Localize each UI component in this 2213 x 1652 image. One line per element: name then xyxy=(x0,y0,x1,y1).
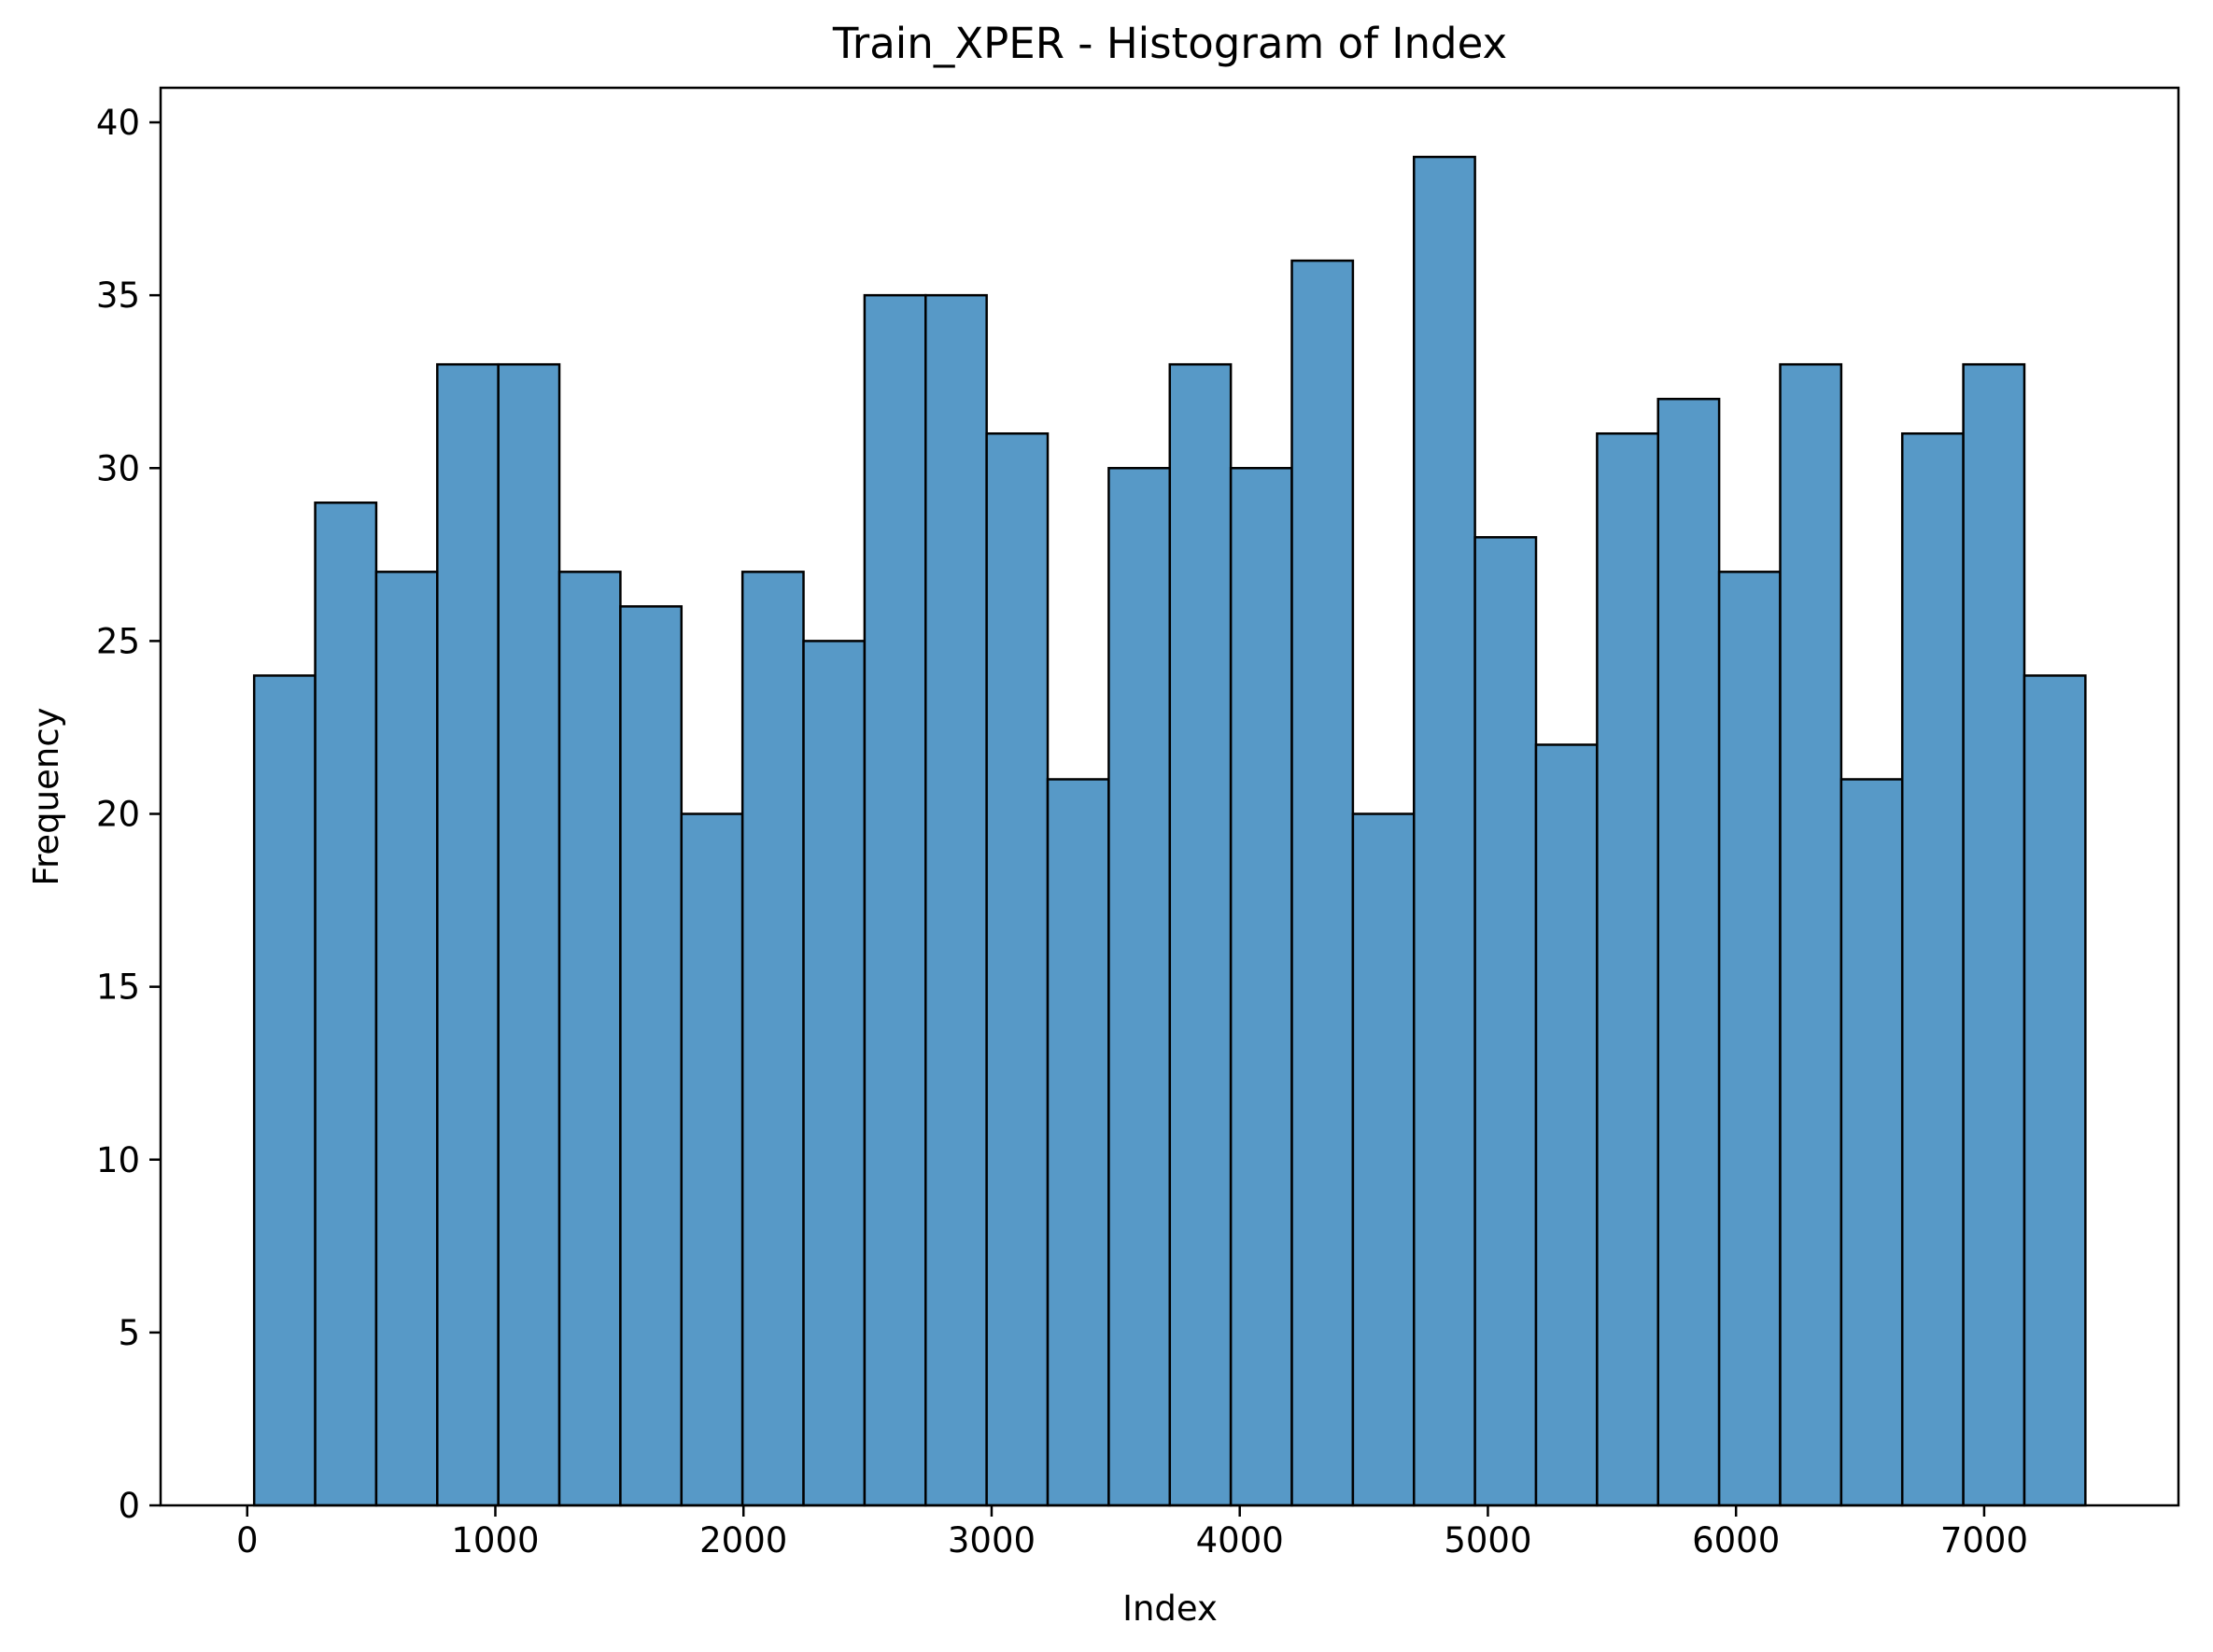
histogram-bar xyxy=(1229,467,1293,1507)
x-tick-label: 4000 xyxy=(1196,1520,1284,1560)
histogram-bar xyxy=(1107,467,1172,1507)
y-tick-label: 5 xyxy=(118,1313,140,1353)
histogram-bar xyxy=(1717,571,1782,1507)
histogram-bar xyxy=(1046,778,1110,1507)
y-axis-ticks: 0 5 10 15 20 25 30 35 40 xyxy=(96,103,161,1526)
histogram-bar xyxy=(1900,431,1965,1507)
x-tick-label: 2000 xyxy=(699,1520,787,1560)
y-tick-label: 0 xyxy=(118,1486,140,1526)
histogram-bar xyxy=(1168,362,1233,1507)
histogram-bar xyxy=(985,431,1050,1507)
histogram-bar xyxy=(497,362,561,1507)
y-tick-label: 35 xyxy=(96,275,140,316)
y-tick-label: 10 xyxy=(96,1140,140,1180)
histogram-bar xyxy=(619,605,684,1507)
bars-group xyxy=(252,155,2087,1507)
y-axis-label: Frequency xyxy=(26,707,66,885)
histogram-bar xyxy=(1596,431,1659,1507)
chart-title: Train_XPER - Histogram of Index xyxy=(832,19,1507,68)
histogram-bar xyxy=(557,571,622,1507)
x-tick-label: 6000 xyxy=(1692,1520,1780,1560)
x-tick-label: 5000 xyxy=(1444,1520,1531,1560)
plot-frame xyxy=(159,86,2180,1507)
x-axis-label: Index xyxy=(1122,1588,1218,1629)
histogram-bar xyxy=(1290,259,1355,1507)
y-tick-label: 20 xyxy=(96,795,140,835)
histogram-bar xyxy=(740,571,805,1507)
x-axis-ticks: 0 1000 2000 3000 4000 5000 6000 7000 xyxy=(236,1505,2028,1560)
y-tick-label: 25 xyxy=(96,621,140,661)
x-tick-label: 7000 xyxy=(1940,1520,2028,1560)
histogram-bar xyxy=(1779,362,1843,1507)
y-tick-label: 15 xyxy=(96,967,140,1008)
histogram-bar xyxy=(1351,812,1416,1507)
histogram-bar xyxy=(314,501,378,1507)
histogram-bar xyxy=(374,571,439,1507)
histogram-bar xyxy=(1473,536,1538,1507)
histogram-bar xyxy=(802,640,867,1507)
histogram-bar xyxy=(1413,155,1476,1507)
histogram-bar xyxy=(1656,397,1721,1507)
histogram-bar xyxy=(1962,362,2026,1507)
x-tick-label: 0 xyxy=(236,1520,259,1560)
histogram-bar xyxy=(2023,674,2087,1507)
histogram-bar xyxy=(924,293,988,1507)
histogram-bar xyxy=(1839,778,1904,1507)
histogram-bar xyxy=(252,674,317,1507)
y-tick-label: 30 xyxy=(96,448,140,488)
histogram-bar xyxy=(680,812,744,1507)
y-tick-label: 40 xyxy=(96,103,140,143)
x-tick-label: 3000 xyxy=(948,1520,1036,1560)
x-tick-label: 1000 xyxy=(451,1520,539,1560)
histogram-bar xyxy=(436,362,500,1507)
histogram-bar xyxy=(1534,743,1599,1507)
histogram-bar xyxy=(863,293,927,1507)
